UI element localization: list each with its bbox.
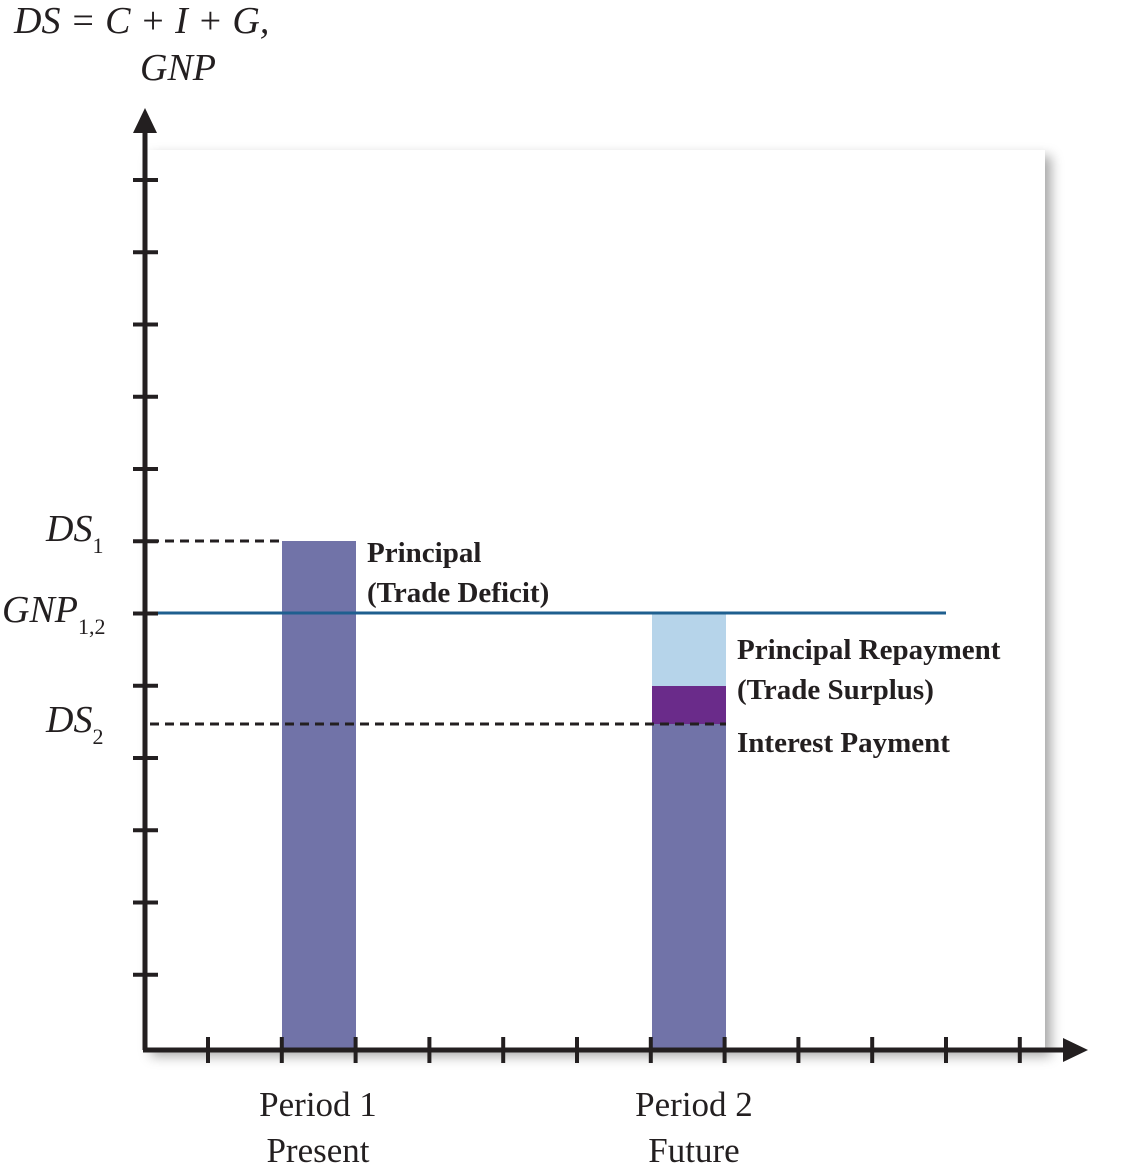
bar-period-2 [652, 724, 726, 1050]
annotation: Principal [367, 537, 481, 569]
repayment-segment [652, 613, 726, 686]
ticks [133, 178, 1022, 1063]
y-arrow [133, 108, 157, 133]
annotation: Principal Repayment [737, 634, 1001, 666]
tick-label: DS2 [45, 699, 103, 749]
plot-area [145, 150, 1045, 1050]
annotation: (Trade Deficit) [367, 577, 549, 609]
axes [142, 128, 1068, 1053]
annotation: Interest Payment [737, 727, 950, 759]
bar-period-1 [282, 541, 356, 1050]
tick-label: GNP1,2 [2, 589, 106, 639]
y-axis-label: GNP [140, 47, 216, 89]
y-axis-label: DS = C + I + G, [13, 0, 269, 42]
category-label: Present [266, 1131, 369, 1170]
tick-label: DS1 [45, 508, 103, 558]
interest-segment [652, 686, 726, 724]
category-label: Period 1 [259, 1085, 377, 1124]
category-label: Future [648, 1131, 739, 1170]
x-arrow [1063, 1038, 1088, 1062]
category-label: Period 2 [635, 1085, 753, 1124]
annotation: (Trade Surplus) [737, 674, 934, 706]
